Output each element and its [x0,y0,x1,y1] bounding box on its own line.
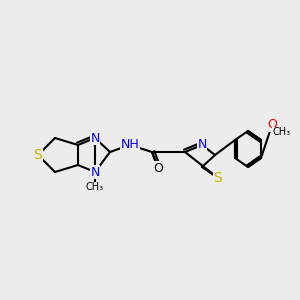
Text: N: N [197,139,207,152]
Text: NH: NH [121,139,140,152]
Text: CH₃: CH₃ [273,127,291,137]
Text: O: O [153,161,163,175]
Text: N: N [90,131,100,145]
Text: S: S [214,171,222,185]
Text: CH₃: CH₃ [86,182,104,192]
Text: S: S [34,148,42,162]
Text: O: O [267,118,277,131]
Text: N: N [90,166,100,178]
